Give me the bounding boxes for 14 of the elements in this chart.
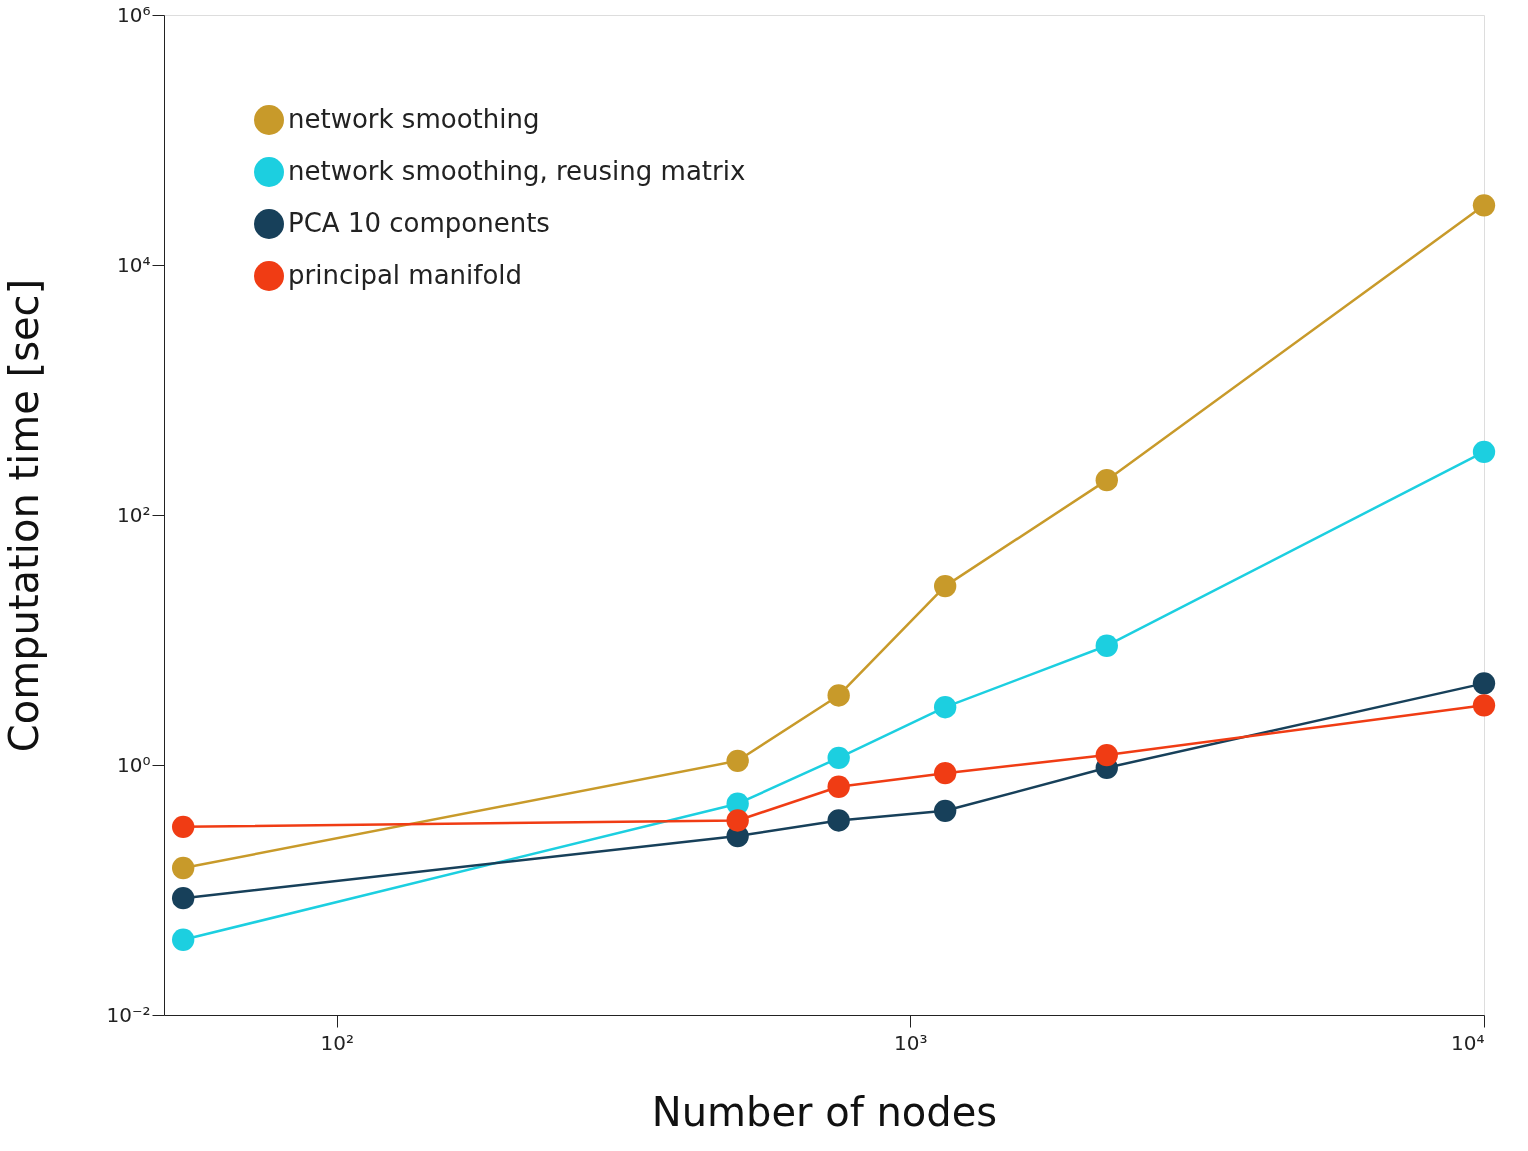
y-tick-label: 10⁰ (117, 752, 151, 777)
y-tick-label: 10⁴ (117, 252, 151, 277)
x-tick-label: 10⁴ (1451, 1030, 1485, 1055)
y-tick-label: 10⁶ (117, 2, 151, 27)
x-tick-label: 10³ (894, 1030, 928, 1055)
legend-label: network smoothing (288, 104, 540, 134)
y-axis-title: Computation time [sec] (1, 278, 48, 753)
legend-label: principal manifold (288, 260, 523, 290)
x-axis-title: Number of nodes (651, 1088, 998, 1135)
legend-label: network smoothing, reusing matrix (288, 156, 746, 186)
y-tick-label: 10⁻² (106, 1002, 151, 1027)
legend-label: PCA 10 components (288, 208, 550, 238)
y-tick-label: 10² (117, 502, 151, 527)
x-tick-label: 10² (320, 1030, 354, 1055)
